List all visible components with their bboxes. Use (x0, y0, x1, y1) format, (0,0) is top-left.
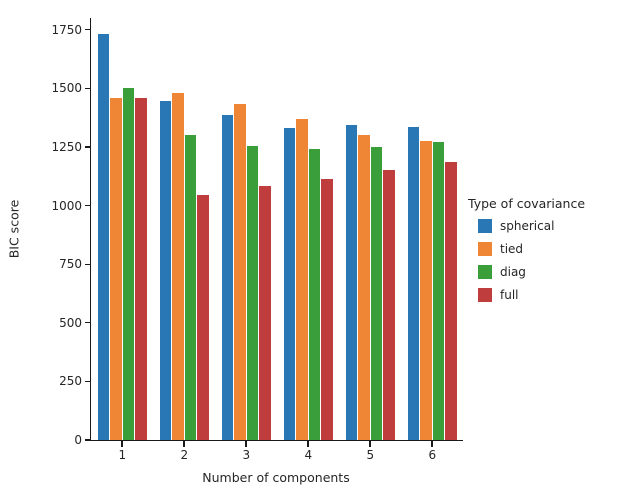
x-tick-label-2: 2 (180, 448, 189, 462)
bar-tied-5 (358, 135, 370, 440)
y-tick-label-1000: 1000 (51, 198, 82, 213)
y-axis-label: BIC score (6, 199, 22, 259)
x-tick-label-5: 5 (366, 448, 375, 462)
bar-diag-1 (122, 88, 134, 440)
bar-tied-2 (172, 93, 184, 440)
bar-tied-3 (234, 103, 246, 440)
legend-title: Type of covariance (468, 196, 586, 211)
x-tick-mark (121, 441, 123, 447)
x-tick-mark (369, 441, 371, 447)
bar-spherical-2 (159, 101, 171, 440)
bar-spherical-4 (283, 128, 295, 440)
bar-tied-4 (296, 118, 308, 440)
y-tick-label-1750: 1750 (51, 22, 82, 37)
legend-label-tied: tied (500, 242, 524, 256)
bar-group-1 (91, 18, 153, 440)
x-tick-label-1: 1 (118, 448, 127, 462)
legend-label-spherical: spherical (500, 219, 555, 233)
legend-swatch-diag (478, 265, 492, 279)
bar-group-5 (339, 18, 401, 440)
bar-spherical-1 (97, 34, 109, 440)
legend-label-full: full (500, 288, 519, 302)
y-tick-label-500: 500 (59, 315, 82, 330)
y-tick-mark (85, 380, 91, 383)
y-tick-mark (85, 146, 91, 148)
y-tick-label-1250: 1250 (51, 139, 82, 154)
bar-full-3 (259, 185, 271, 440)
x-tick-mark (183, 441, 185, 447)
bar-full-1 (135, 97, 147, 440)
plot-area (85, 18, 463, 447)
legend-entry-full: full (478, 288, 585, 302)
y-tick-label-250: 250 (59, 374, 82, 389)
x-tick-mark (431, 441, 433, 447)
bar-full-4 (321, 178, 333, 440)
legend-entry-tied: tied (478, 242, 585, 256)
bar-full-5 (383, 170, 395, 440)
legend-entry-spherical: spherical (478, 219, 585, 233)
bar-spherical-3 (221, 115, 233, 440)
bar-group-6 (401, 18, 463, 440)
bar-full-2 (197, 195, 209, 440)
legend-label-diag: diag (500, 265, 526, 279)
bar-diag-6 (432, 142, 444, 440)
legend-swatch-full (478, 288, 492, 302)
x-axis-label: Number of components (202, 470, 350, 485)
y-tick-mark (85, 322, 91, 324)
legend-swatch-spherical (478, 219, 492, 233)
bar-spherical-6 (407, 127, 419, 440)
x-tick-label-4: 4 (304, 448, 313, 462)
y-tick-mark (85, 204, 91, 207)
bar-tied-6 (420, 141, 432, 440)
legend-entries: spherical tied diag full (468, 219, 585, 302)
bar-group-3 (215, 18, 277, 440)
x-tick-mark (307, 441, 309, 447)
bar-diag-2 (184, 135, 196, 440)
bar-tied-1 (110, 97, 122, 440)
bar-group-4 (277, 18, 339, 440)
y-tick-label-750: 750 (59, 257, 82, 272)
legend-entry-diag: diag (478, 265, 585, 279)
x-tick-label-6: 6 (428, 448, 437, 462)
y-tick-mark (85, 439, 91, 441)
y-tick-mark (85, 29, 91, 31)
y-tick-mark (85, 87, 91, 89)
bar-spherical-5 (345, 124, 357, 440)
y-tick-label-0: 0 (74, 433, 82, 447)
y-tick-label-1500: 1500 (51, 81, 82, 96)
bar-group-2 (153, 18, 215, 440)
bar-full-6 (445, 162, 457, 440)
x-tick-mark (245, 441, 247, 447)
legend-swatch-tied (478, 242, 492, 256)
y-tick-mark (85, 263, 91, 265)
bar-diag-5 (370, 146, 382, 440)
legend: Type of covariance spherical tied diag full (468, 196, 585, 311)
bar-diag-4 (308, 149, 320, 440)
bar-diag-3 (246, 145, 258, 440)
x-tick-label-3: 3 (242, 448, 251, 462)
